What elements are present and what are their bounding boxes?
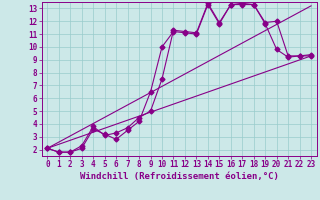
- X-axis label: Windchill (Refroidissement éolien,°C): Windchill (Refroidissement éolien,°C): [80, 172, 279, 181]
